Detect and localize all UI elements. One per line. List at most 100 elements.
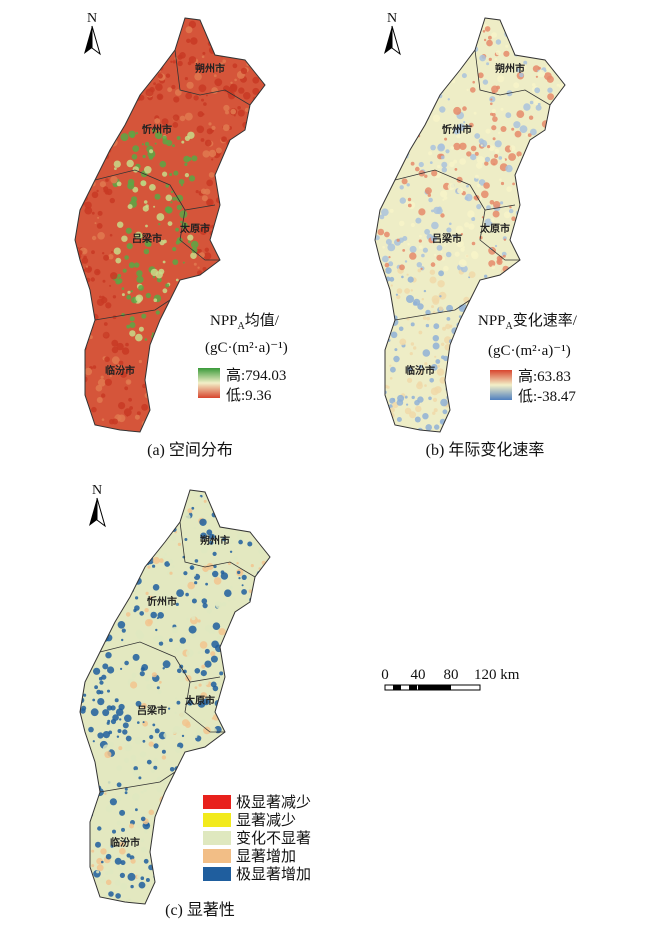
pixel-patch	[96, 223, 103, 229]
pixel-patch	[172, 122, 179, 128]
pixel-patch	[204, 224, 210, 230]
pixel-patch	[395, 59, 402, 66]
pixel-patch	[190, 365, 197, 371]
pixel-patch	[406, 295, 414, 303]
pixel-patch	[252, 513, 261, 522]
pixel-patch	[105, 575, 110, 580]
legend-swatch	[203, 867, 231, 881]
pixel-patch	[80, 708, 86, 714]
city-label: 朔州市	[495, 62, 525, 75]
pixel-patch	[466, 354, 471, 359]
pixel-patch	[205, 94, 208, 97]
pixel-patch	[235, 274, 238, 278]
pixel-patch	[491, 265, 496, 270]
pixel-patch	[125, 493, 130, 498]
pixel-patch	[165, 398, 171, 404]
pixel-patch	[270, 582, 277, 589]
pixel-patch	[496, 258, 503, 265]
pixel-patch	[80, 818, 84, 824]
pixel-patch	[233, 555, 238, 561]
pixel-patch	[229, 427, 236, 432]
pixel-patch	[156, 213, 165, 221]
pixel-patch	[125, 540, 133, 548]
pixel-patch	[190, 839, 193, 842]
pixel-patch	[527, 133, 532, 137]
pixel-patch	[432, 114, 441, 122]
pixel-patch	[158, 641, 164, 646]
pixel-patch	[505, 44, 509, 48]
pixel-patch	[461, 73, 467, 79]
pixel-patch	[97, 378, 106, 387]
pixel-patch	[484, 161, 489, 166]
pixel-patch	[248, 711, 252, 715]
pixel-patch	[75, 319, 78, 324]
pixel-patch	[85, 799, 90, 805]
pixel-patch	[236, 297, 242, 304]
pixel-patch	[214, 744, 218, 747]
pixel-patch	[466, 88, 469, 91]
pixel-patch	[483, 293, 485, 296]
pixel-patch	[191, 247, 198, 254]
pixel-patch	[228, 631, 233, 637]
pixel-patch	[410, 138, 413, 142]
pixel-patch	[218, 417, 226, 426]
pixel-patch	[272, 680, 275, 683]
pixel-patch	[88, 726, 94, 733]
pixel-patch	[229, 550, 233, 553]
pixel-patch	[201, 321, 209, 329]
pixel-patch	[91, 406, 97, 413]
pixel-patch	[230, 696, 236, 701]
pixel-patch	[131, 8, 135, 12]
pixel-patch	[259, 129, 265, 138]
pixel-patch	[197, 111, 204, 118]
pixel-patch	[83, 611, 89, 617]
legend-label: 极显著减少	[236, 794, 311, 811]
pixel-patch	[384, 313, 391, 320]
pixel-patch	[407, 377, 413, 383]
pixel-patch	[183, 155, 191, 163]
pixel-patch	[161, 359, 170, 368]
pixel-patch	[94, 685, 98, 690]
pixel-patch	[134, 39, 139, 44]
pixel-patch	[380, 68, 383, 72]
north-arrow	[91, 25, 101, 56]
pixel-patch	[124, 559, 133, 567]
pixel-patch	[450, 362, 458, 370]
pixel-patch	[161, 876, 169, 884]
pixel-patch	[95, 81, 99, 85]
pixel-patch	[83, 328, 88, 333]
pixel-patch	[434, 424, 440, 430]
scale-label: 80	[444, 667, 459, 683]
pixel-patch	[452, 19, 458, 25]
pixel-patch	[251, 520, 254, 523]
city-label: 临汾市	[405, 364, 435, 377]
pixel-patch	[202, 603, 208, 609]
pixel-patch	[241, 883, 248, 890]
pixel-patch	[91, 864, 95, 868]
pixel-patch	[169, 173, 173, 176]
pixel-patch	[197, 828, 203, 834]
pixel-patch	[486, 412, 491, 417]
pixel-patch	[154, 339, 158, 343]
pixel-patch	[537, 217, 542, 222]
pixel-patch	[472, 401, 479, 409]
pixel-patch	[437, 280, 445, 288]
pixel-patch	[269, 704, 270, 712]
pixel-patch	[112, 107, 119, 115]
legend-swatch	[203, 831, 231, 845]
pixel-patch	[174, 647, 180, 653]
pixel-patch	[232, 198, 236, 202]
pixel-patch	[84, 865, 91, 872]
pixel-patch	[457, 123, 466, 132]
pixel-patch	[206, 749, 209, 753]
pixel-patch	[110, 705, 116, 711]
pixel-patch	[160, 490, 168, 495]
pixel-patch	[244, 107, 250, 112]
pixel-patch	[392, 111, 399, 117]
pixel-patch	[256, 302, 260, 306]
pixel-patch	[228, 174, 236, 182]
pixel-patch	[112, 506, 118, 512]
pixel-patch	[451, 33, 457, 40]
pixel-patch	[224, 332, 229, 338]
pixel-patch	[559, 56, 565, 62]
